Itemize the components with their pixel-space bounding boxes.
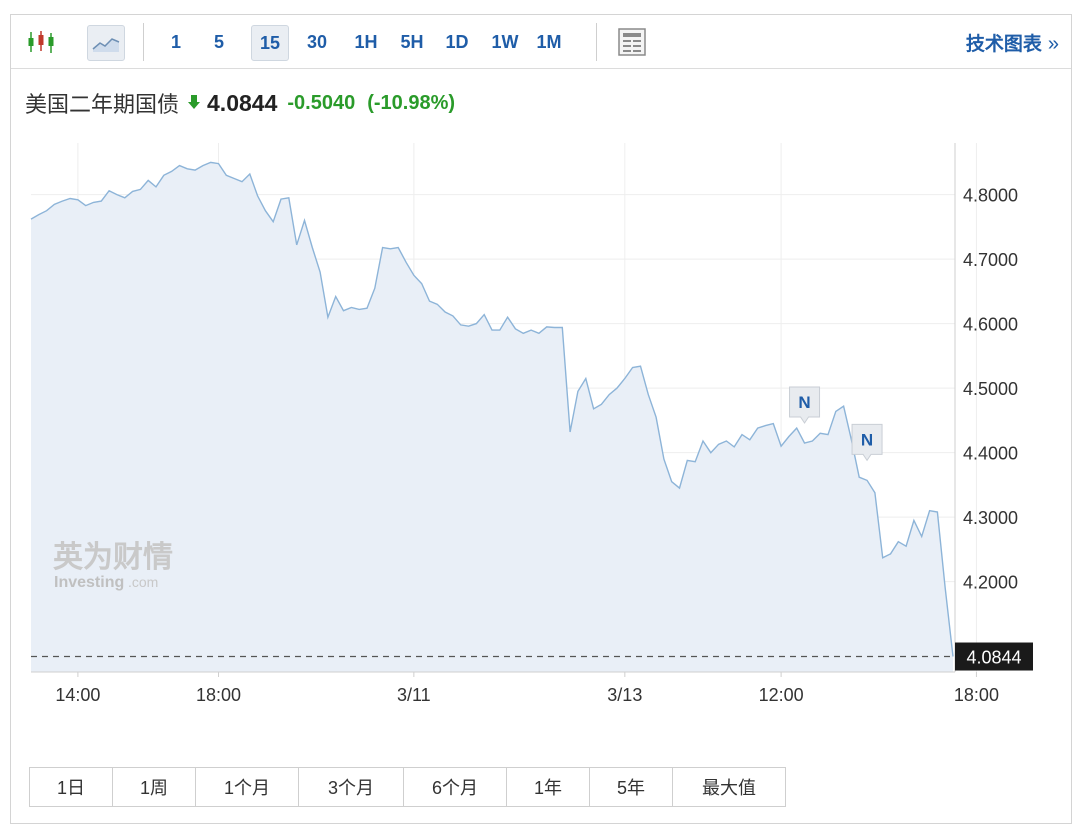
tech-chart-link[interactable]: 技术图表» xyxy=(966,29,1059,56)
range-button-4[interactable]: 6个月 xyxy=(404,768,507,806)
toolbar-divider xyxy=(143,23,144,61)
y-tick-label: 4.7000 xyxy=(963,250,1018,270)
y-tick-label: 4.2000 xyxy=(963,573,1018,593)
interval-button-1[interactable]: 1 xyxy=(170,31,181,52)
news-marker-label: N xyxy=(861,430,873,449)
chart-toolbar: 1 5 15 30 1H 5H 1D 1W 1M 技术图表» xyxy=(11,15,1071,69)
price-change-percent: (-10.98%) xyxy=(367,91,456,114)
interval-button-1h[interactable]: 1H xyxy=(354,31,378,52)
instrument-name: 美国二年期国债 xyxy=(25,92,180,117)
watermark-logo-en: Investing xyxy=(54,574,124,591)
watermark-logo-cn: 英为财情 xyxy=(53,540,173,575)
x-tick-label: 18:00 xyxy=(954,685,999,705)
y-tick-label: 4.3000 xyxy=(963,508,1018,528)
double-chevron-right-icon: » xyxy=(1047,33,1059,55)
interval-button-5h[interactable]: 5H xyxy=(400,31,424,52)
candlestick-icon[interactable] xyxy=(23,25,59,59)
watermark-logo-domain: .com xyxy=(128,574,158,590)
x-tick-label: 14:00 xyxy=(55,685,100,705)
interval-button-5[interactable]: 5 xyxy=(213,31,224,52)
table-icon[interactable] xyxy=(614,25,650,59)
toolbar-divider xyxy=(596,23,597,61)
x-tick-label: 12:00 xyxy=(759,685,804,705)
series-line xyxy=(30,161,954,657)
price-change: -0.5040 xyxy=(287,91,356,114)
area-chart-icon[interactable] xyxy=(87,25,125,61)
y-tick-label: 4.8000 xyxy=(963,186,1018,206)
down-arrow-icon xyxy=(187,90,201,116)
range-button-3[interactable]: 3个月 xyxy=(299,768,404,806)
range-button-1[interactable]: 1周 xyxy=(113,768,196,806)
interval-button-1w[interactable]: 1W xyxy=(491,31,519,52)
range-button-2[interactable]: 1个月 xyxy=(196,768,299,806)
y-tick-label: 4.5000 xyxy=(963,379,1018,399)
interval-button-15[interactable]: 15 xyxy=(251,25,289,61)
range-button-5[interactable]: 1年 xyxy=(507,768,590,806)
y-tick-label: 4.4000 xyxy=(963,444,1018,464)
news-marker[interactable] xyxy=(851,423,883,462)
x-tick-label: 3/13 xyxy=(607,685,642,705)
x-tick-label: 18:00 xyxy=(196,685,241,705)
series-area-fill xyxy=(31,162,953,672)
interval-button-1m[interactable]: 1M xyxy=(536,31,562,52)
range-button-0[interactable]: 1日 xyxy=(30,768,113,806)
price-chart[interactable]: 4.8000 4.7000 4.6000 4.5000 4.4000 4.3000 4.20… xyxy=(11,15,1071,755)
interval-button-1d[interactable]: 1D xyxy=(445,31,469,52)
news-marker[interactable] xyxy=(789,386,821,424)
y-tick-label: 4.6000 xyxy=(963,315,1018,335)
tech-chart-label: 技术图表 xyxy=(965,34,1042,55)
instrument-header: 美国二年期国债 4.0844 -0.5040 (-10.98%) xyxy=(25,87,455,119)
last-value-label: 4.0844 xyxy=(966,648,1021,668)
last-value-tag xyxy=(955,642,1033,671)
range-button-6[interactable]: 5年 xyxy=(590,768,673,806)
interval-button-30[interactable]: 30 xyxy=(306,31,328,52)
chart-widget: 1 5 15 30 1H 5H 1D 1W 1M 技术图表» 美国二年期国债 4.0844 -0… xyxy=(10,14,1072,824)
range-button-7[interactable]: 最大值 xyxy=(673,768,785,806)
news-marker-label: N xyxy=(798,393,810,412)
time-range-selector: 1日 1周 1个月 3个月 6个月 1年 5年 最大值 xyxy=(29,767,786,807)
x-tick-label: 3/11 xyxy=(397,685,431,705)
last-price: 4.0844 xyxy=(207,89,278,116)
